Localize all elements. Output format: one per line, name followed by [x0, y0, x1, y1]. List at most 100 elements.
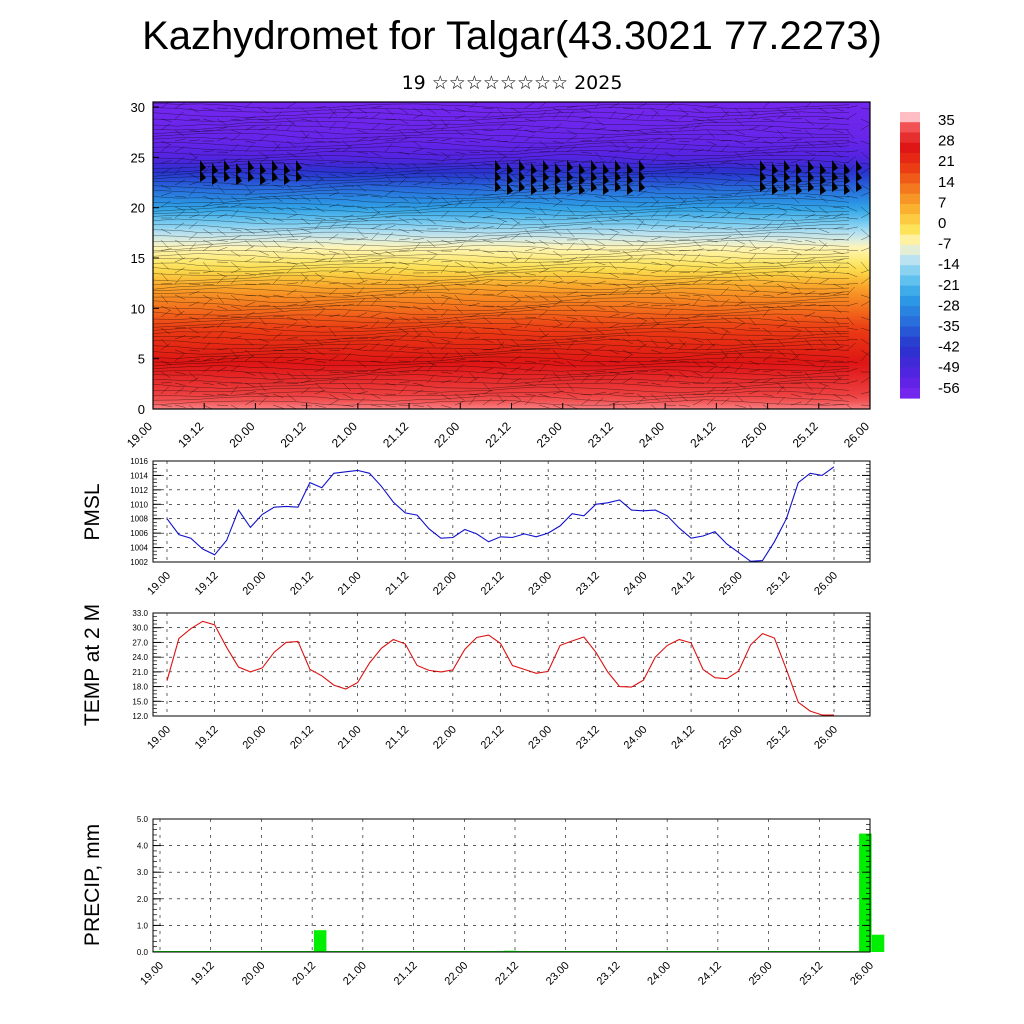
wind-barb [174, 195, 186, 198]
isoline [153, 223, 850, 230]
wind-barb [846, 232, 855, 241]
wind-barb [664, 371, 675, 379]
wind-barb [482, 239, 494, 244]
wind-pennant [844, 183, 850, 195]
wind-barb [384, 266, 394, 274]
wind-barb [188, 173, 200, 179]
wind-barb [566, 129, 577, 136]
wind-barb [552, 145, 563, 153]
wind-barb [314, 151, 324, 160]
wind-barb [496, 195, 505, 205]
wind-barb [594, 160, 606, 164]
colorbar-label: -14 [938, 256, 960, 273]
wind-barb [398, 249, 410, 252]
wind-barb [272, 380, 284, 384]
wind-barb [566, 192, 578, 197]
wind-pennant [284, 173, 290, 185]
wind-barb [510, 355, 522, 362]
wind-barb [734, 228, 744, 237]
wind-barb [734, 294, 744, 303]
wind-barb [174, 354, 185, 362]
wind-barb [384, 250, 396, 256]
wind-pennant [200, 170, 206, 182]
wind-barb [566, 105, 578, 109]
wind-barb [482, 250, 494, 254]
colorbar-swatch [900, 214, 920, 225]
wind-barb [608, 129, 620, 132]
wind-barb [832, 151, 843, 158]
wind-barb [188, 301, 200, 307]
wind-barb [720, 298, 730, 307]
wind-barb [244, 116, 256, 120]
wind-barb [496, 155, 506, 164]
isoline [153, 334, 850, 342]
wind-barb [804, 129, 814, 138]
x-tick-label: 25.12 [797, 960, 825, 988]
wind-barb [174, 294, 186, 300]
wind-barb [230, 349, 239, 359]
wind-barb [258, 360, 269, 368]
x-tick-label: 21.12 [383, 570, 411, 598]
wind-barb [454, 199, 464, 208]
wind-barb [286, 322, 297, 329]
wind-barb [160, 160, 172, 164]
wind-barb [188, 118, 201, 120]
wind-barb [846, 368, 858, 373]
wind-barb [846, 272, 858, 278]
isoline [153, 262, 850, 269]
wind-barb [440, 352, 449, 362]
wind-barb [398, 107, 409, 115]
wind-barb [636, 102, 647, 109]
wind-barb [860, 261, 869, 271]
wind-barb [342, 337, 354, 340]
wind-barb [482, 150, 494, 153]
wind-barb [692, 149, 704, 153]
wind-barb [538, 110, 547, 120]
colorbar-label: 35 [938, 112, 955, 129]
wind-barb [216, 246, 228, 252]
wind-barb [748, 369, 760, 373]
wind-barb [496, 283, 508, 288]
wind-barb [328, 288, 338, 296]
y-tick-label: 5.0 [137, 815, 149, 824]
wind-barb [762, 308, 770, 318]
wind-barb [678, 360, 690, 363]
wind-barb [496, 393, 505, 403]
wind-barb [748, 327, 761, 329]
wind-barb [594, 345, 606, 351]
wind-barb [636, 321, 646, 329]
wind-barb [552, 371, 561, 381]
wind-barb [468, 188, 478, 197]
wind-barb [832, 316, 841, 326]
wind-barb [188, 129, 200, 132]
wind-barb [580, 316, 591, 323]
wind-barb [608, 283, 620, 286]
wind-barb [552, 316, 562, 325]
wind-barb [608, 217, 620, 222]
wind-barb [804, 275, 813, 285]
wind-barb [216, 382, 228, 386]
wind-barb [412, 404, 424, 408]
wind-barb [174, 165, 183, 175]
wind-barb [636, 220, 644, 230]
wind-barb [860, 167, 870, 175]
wind-barb [468, 371, 477, 381]
wind-barb [342, 205, 354, 208]
wind-barb [580, 327, 592, 333]
wind-barb [482, 271, 494, 274]
wind-barb [524, 319, 533, 329]
wind-barb [314, 239, 324, 247]
wind-barb [188, 156, 198, 164]
wind-barb [566, 305, 577, 313]
wind-barb [608, 305, 619, 313]
wind-barb [440, 118, 449, 128]
wind-barb [734, 188, 744, 197]
wind-barb [398, 162, 410, 168]
wind-barb [356, 312, 368, 318]
wind-barb [384, 232, 394, 241]
wind-barb [734, 261, 745, 269]
wind-barb [608, 371, 620, 374]
wind-barb [482, 111, 492, 120]
wind-barb [272, 239, 282, 248]
